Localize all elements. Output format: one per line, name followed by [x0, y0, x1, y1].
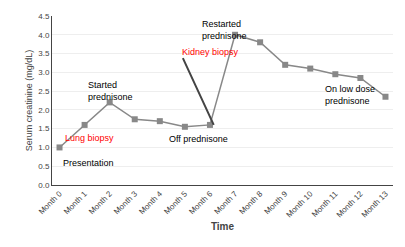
svg-text:Month 13: Month 13 — [360, 189, 390, 219]
svg-text:1.0: 1.0 — [38, 143, 50, 152]
svg-text:Startedprednisone: Startedprednisone — [88, 80, 133, 102]
svg-text:Month 0: Month 0 — [37, 189, 64, 216]
svg-text:Lung biopsy: Lung biopsy — [65, 133, 114, 143]
svg-text:Month 8: Month 8 — [238, 189, 265, 216]
svg-text:Month 12: Month 12 — [335, 189, 365, 219]
svg-text:Month 9: Month 9 — [263, 189, 290, 216]
svg-text:0.5: 0.5 — [38, 162, 50, 171]
svg-text:3.5: 3.5 — [38, 49, 50, 58]
svg-text:Month 5: Month 5 — [162, 189, 189, 216]
svg-text:Serum creatinine (mg/dL): Serum creatinine (mg/dL) — [24, 50, 34, 152]
svg-text:Restartedprednisone: Restartedprednisone — [202, 19, 247, 41]
svg-text:0.0: 0.0 — [38, 181, 50, 190]
svg-text:2.0: 2.0 — [38, 106, 50, 115]
svg-text:Month 1: Month 1 — [62, 189, 89, 216]
svg-text:2.5: 2.5 — [38, 87, 50, 96]
svg-text:4.5: 4.5 — [38, 12, 50, 21]
svg-text:On low doseprednisone: On low doseprednisone — [325, 84, 375, 106]
svg-text:Month 4: Month 4 — [137, 189, 164, 216]
svg-text:4.0: 4.0 — [38, 31, 50, 40]
svg-text:Month 11: Month 11 — [310, 189, 340, 219]
svg-text:1.5: 1.5 — [38, 124, 50, 133]
svg-text:Presentation: Presentation — [63, 158, 114, 168]
svg-text:3.0: 3.0 — [38, 68, 50, 77]
svg-text:Month 2: Month 2 — [87, 189, 114, 216]
svg-text:Kidney biopsy: Kidney biopsy — [182, 47, 239, 57]
svg-text:Month 10: Month 10 — [285, 189, 315, 219]
svg-text:Off prednisone: Off prednisone — [169, 134, 228, 144]
svg-text:Time: Time — [211, 221, 235, 232]
svg-text:Month 6: Month 6 — [187, 189, 214, 216]
svg-text:Month 3: Month 3 — [112, 189, 139, 216]
svg-text:Month 7: Month 7 — [212, 189, 239, 216]
